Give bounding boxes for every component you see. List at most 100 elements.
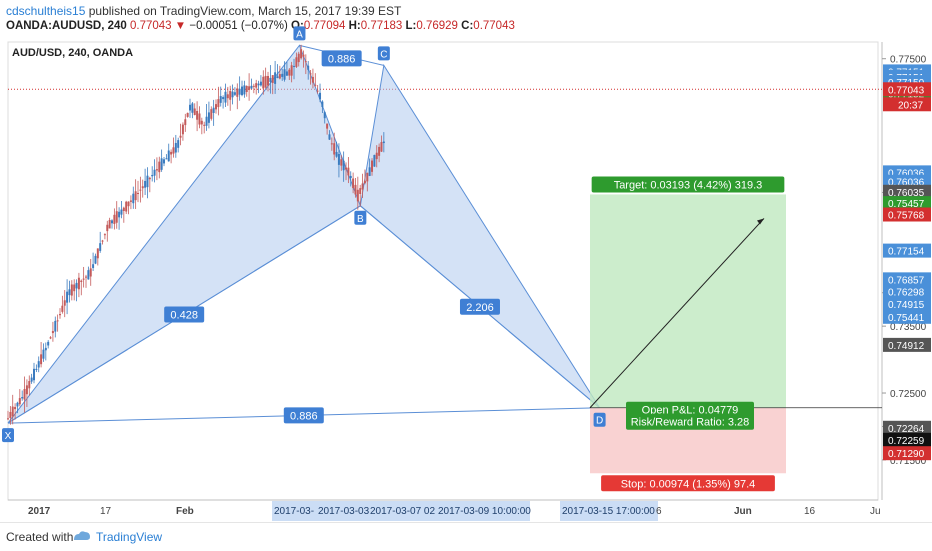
symbol-label: OANDA:AUDUSD, 240 bbox=[6, 20, 127, 32]
candle-body bbox=[18, 398, 21, 405]
ratio-label-text: 0.428 bbox=[170, 309, 198, 321]
candle bbox=[302, 50, 305, 68]
candle-body bbox=[170, 151, 173, 155]
candle-body bbox=[70, 284, 73, 296]
candle-body bbox=[80, 280, 83, 283]
price-badge: 0.74915 bbox=[883, 297, 931, 312]
candle bbox=[151, 166, 154, 182]
candle bbox=[316, 85, 319, 94]
price-chart[interactable]: AUD/USD, 240, OANDA Target: 0.03193 (4.42… bbox=[0, 0, 932, 522]
price-badge-text: 0.74915 bbox=[888, 300, 925, 311]
candle bbox=[49, 336, 52, 340]
candle bbox=[125, 200, 128, 215]
candle bbox=[259, 75, 262, 87]
tradingview-logo-icon[interactable] bbox=[72, 528, 92, 544]
tradingview-brand-link[interactable]: TradingView bbox=[96, 530, 163, 544]
candle-body bbox=[68, 289, 71, 296]
candle-body bbox=[285, 71, 288, 76]
high-value: 0.77183 bbox=[360, 20, 403, 32]
rr-label-text: Risk/Reward Ratio: 3.28 bbox=[631, 417, 750, 429]
point-label-c: C bbox=[377, 46, 390, 61]
candle bbox=[18, 389, 21, 407]
candle-body bbox=[262, 76, 265, 89]
candle bbox=[106, 220, 109, 242]
candle-body bbox=[224, 91, 227, 103]
candle-body bbox=[231, 91, 234, 98]
candle-body bbox=[342, 160, 345, 171]
target-label-text: Target: 0.03193 (4.42%) 319.3 bbox=[614, 179, 763, 191]
ratio-label-bg bbox=[164, 306, 205, 323]
candle-body bbox=[96, 248, 99, 259]
author-link[interactable]: cdschultheis15 bbox=[6, 4, 86, 18]
candle bbox=[134, 179, 137, 210]
candle-body bbox=[155, 169, 158, 171]
countdown-badge: 20:37 bbox=[883, 97, 931, 112]
price-badge: 0.76298 bbox=[883, 284, 931, 299]
candle bbox=[118, 207, 121, 230]
candle bbox=[229, 85, 232, 111]
chart-title: AUD/USD, 240, OANDA bbox=[12, 47, 133, 59]
candle bbox=[368, 158, 371, 177]
candle-body bbox=[16, 402, 19, 407]
price-badge-bg bbox=[883, 207, 931, 222]
candle bbox=[231, 84, 234, 105]
candle-body bbox=[172, 147, 175, 154]
candle bbox=[170, 149, 173, 164]
candle-body bbox=[40, 354, 43, 365]
candle bbox=[222, 95, 225, 109]
price-badge: 0.75441 bbox=[883, 309, 931, 324]
candle bbox=[75, 279, 78, 302]
price-badge: 0.71290 bbox=[883, 446, 931, 461]
candle bbox=[342, 151, 345, 182]
candle bbox=[68, 280, 71, 303]
candle bbox=[290, 61, 293, 83]
candle bbox=[167, 143, 170, 162]
candle-body bbox=[274, 72, 277, 84]
candle bbox=[373, 154, 376, 167]
candle bbox=[319, 83, 322, 103]
ratio-label-text: 0.886 bbox=[290, 410, 318, 422]
candle bbox=[250, 78, 253, 90]
candle-body bbox=[217, 99, 220, 108]
candle bbox=[40, 341, 43, 368]
candle-body bbox=[66, 291, 69, 303]
last-price: 0.77043 bbox=[129, 20, 172, 32]
candle-body bbox=[243, 85, 246, 95]
point-badge bbox=[377, 46, 390, 61]
candle bbox=[245, 85, 248, 97]
candle-body bbox=[219, 96, 222, 103]
candle bbox=[349, 171, 352, 187]
candle-body bbox=[151, 174, 154, 177]
candle-body bbox=[92, 264, 95, 268]
ratio-label: 2.206 bbox=[459, 298, 500, 315]
candle-body bbox=[137, 192, 140, 194]
candle-body bbox=[380, 142, 383, 152]
candle bbox=[375, 145, 378, 168]
candle bbox=[158, 156, 161, 179]
candle bbox=[205, 104, 208, 131]
candle bbox=[255, 79, 258, 95]
publish-line: cdschultheis15 published on TradingView.… bbox=[6, 4, 401, 18]
candle-body bbox=[366, 172, 369, 182]
candle-body bbox=[148, 177, 151, 180]
candle bbox=[163, 157, 166, 167]
candle bbox=[99, 231, 102, 253]
candle-body bbox=[141, 186, 144, 189]
point-badge bbox=[293, 26, 306, 41]
candle bbox=[146, 167, 149, 199]
candle bbox=[59, 308, 62, 319]
close-value: 0.77043 bbox=[473, 20, 515, 32]
candle-body bbox=[174, 142, 177, 153]
candle bbox=[61, 295, 64, 314]
point-label-b: B bbox=[354, 210, 367, 225]
candle-body bbox=[368, 167, 371, 176]
candle bbox=[179, 123, 182, 146]
candle bbox=[278, 65, 281, 80]
candle-body bbox=[363, 180, 366, 184]
candle-body bbox=[165, 158, 168, 160]
candle-body bbox=[354, 184, 357, 195]
candle bbox=[207, 101, 210, 129]
candle-body bbox=[259, 81, 262, 86]
candle bbox=[127, 201, 130, 215]
candle-body bbox=[238, 88, 241, 95]
